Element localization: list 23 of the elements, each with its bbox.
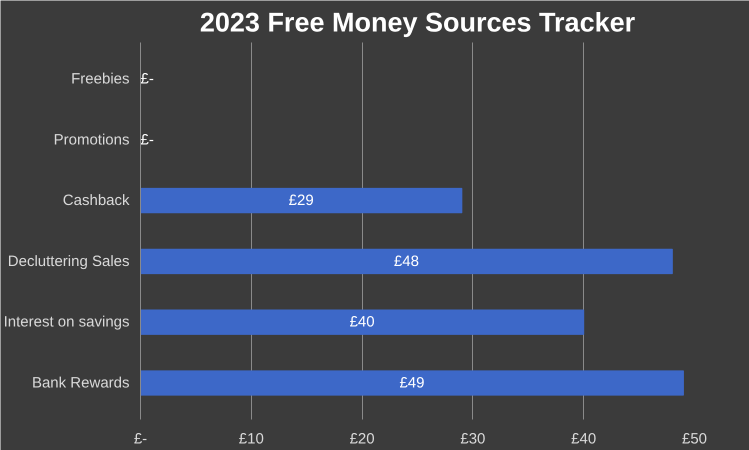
bar: [140, 370, 684, 396]
x-tick-label: £30: [460, 430, 486, 448]
x-tick-label: £50: [682, 430, 708, 448]
y-tick-label: Promotions: [54, 131, 130, 148]
x-tick-label: £20: [350, 430, 375, 448]
data-label: £-: [140, 70, 154, 88]
chart-title: 2023 Free Money Sources Tracker: [200, 8, 636, 38]
y-tick-label: Interest on savings: [4, 314, 130, 331]
x-tick-label: £10: [238, 430, 264, 448]
x-tick-label: £40: [571, 430, 596, 448]
data-label: £49: [399, 374, 424, 392]
bar: [140, 188, 462, 214]
y-tick-label: Decluttering Sales: [8, 252, 130, 270]
data-label: £48: [394, 252, 419, 270]
data-label: £29: [288, 192, 314, 210]
x-tick-label: £-: [134, 430, 148, 448]
data-label: £40: [350, 314, 375, 331]
y-tick-label: Freebies: [71, 70, 130, 88]
data-label: £-: [140, 131, 154, 148]
bar: [140, 310, 584, 335]
y-tick-label: Bank Rewards: [32, 374, 130, 392]
y-tick-label: Cashback: [62, 192, 130, 210]
bar: [140, 248, 673, 274]
